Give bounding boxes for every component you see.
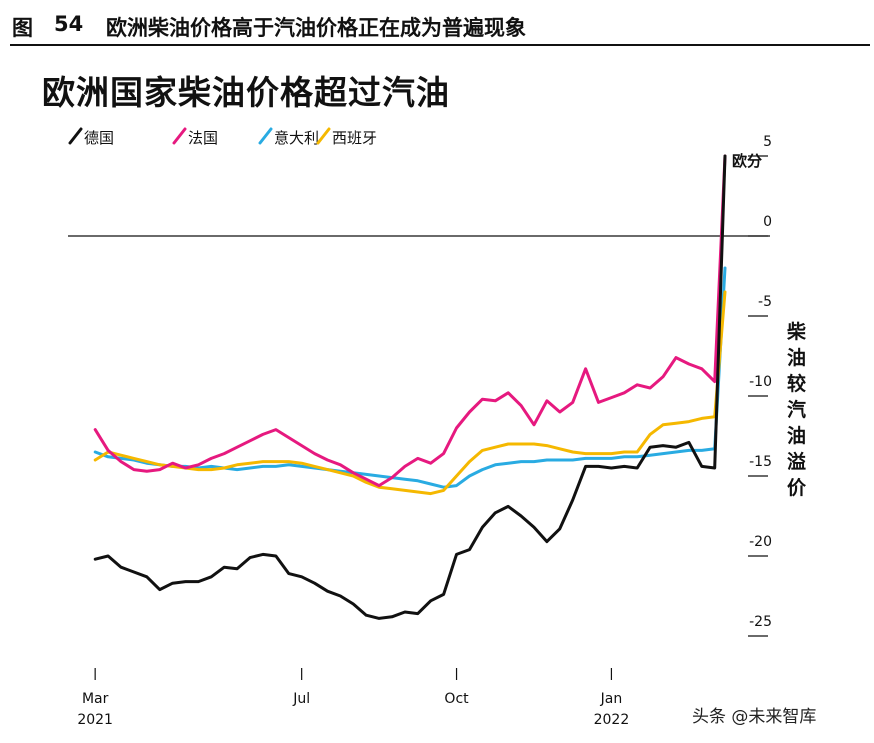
legend-label: 法国 xyxy=(188,129,218,147)
series-line-2 xyxy=(93,154,727,488)
figure-header: 图 54 欧洲柴油价格高于汽油价格正在成为普遍现象 xyxy=(10,8,870,46)
y-axis-label-char: 油 xyxy=(787,347,806,369)
legend-swatch xyxy=(258,127,273,145)
chart-title: 欧洲国家柴油价格超过汽油 xyxy=(42,73,450,112)
y-axis-label-char: 价 xyxy=(787,477,807,499)
x-tick-label: Oct xyxy=(444,691,469,707)
y-unit-label: 欧分 xyxy=(732,152,762,170)
x-tick-label: Mar xyxy=(82,691,109,707)
x-tick-sublabel: 2021 xyxy=(77,712,113,728)
figure-number: 54 xyxy=(54,12,84,36)
figure-caption: 欧洲柴油价格高于汽油价格正在成为普遍现象 xyxy=(106,16,526,40)
legend-swatch xyxy=(172,127,187,145)
y-axis-label-char: 汽 xyxy=(787,398,806,421)
watermark: 头条 @未来智库 xyxy=(692,707,817,727)
y-axis-label-char: 油 xyxy=(787,425,806,447)
y-tick-label: -20 xyxy=(749,534,772,550)
y-tick-label: -25 xyxy=(749,614,772,630)
y-axis-label-char: 溢 xyxy=(787,450,806,473)
y-tick-label: -10 xyxy=(749,374,772,390)
figure-label: 图 xyxy=(12,16,33,40)
x-tick-sublabel: 2022 xyxy=(594,712,630,728)
x-tick-label: Jul xyxy=(292,691,310,707)
y-tick-label: 5 xyxy=(763,134,772,150)
legend-label: 西班牙 xyxy=(332,129,377,147)
series-line-4 xyxy=(93,290,727,496)
y-tick-label: -5 xyxy=(758,294,772,310)
x-tick-label: Jan xyxy=(600,691,623,707)
y-axis-label-char: 较 xyxy=(787,372,806,395)
y-tick-label: -15 xyxy=(749,454,772,470)
series-line-3 xyxy=(93,266,727,489)
legend-swatch xyxy=(68,127,83,145)
legend-label: 意大利 xyxy=(274,129,319,147)
y-tick-label: 0 xyxy=(763,214,772,230)
series-line-1 xyxy=(93,154,727,620)
legend-swatch xyxy=(316,127,331,145)
legend-label: 德国 xyxy=(84,129,114,147)
y-axis-label-char: 柴 xyxy=(786,320,807,343)
